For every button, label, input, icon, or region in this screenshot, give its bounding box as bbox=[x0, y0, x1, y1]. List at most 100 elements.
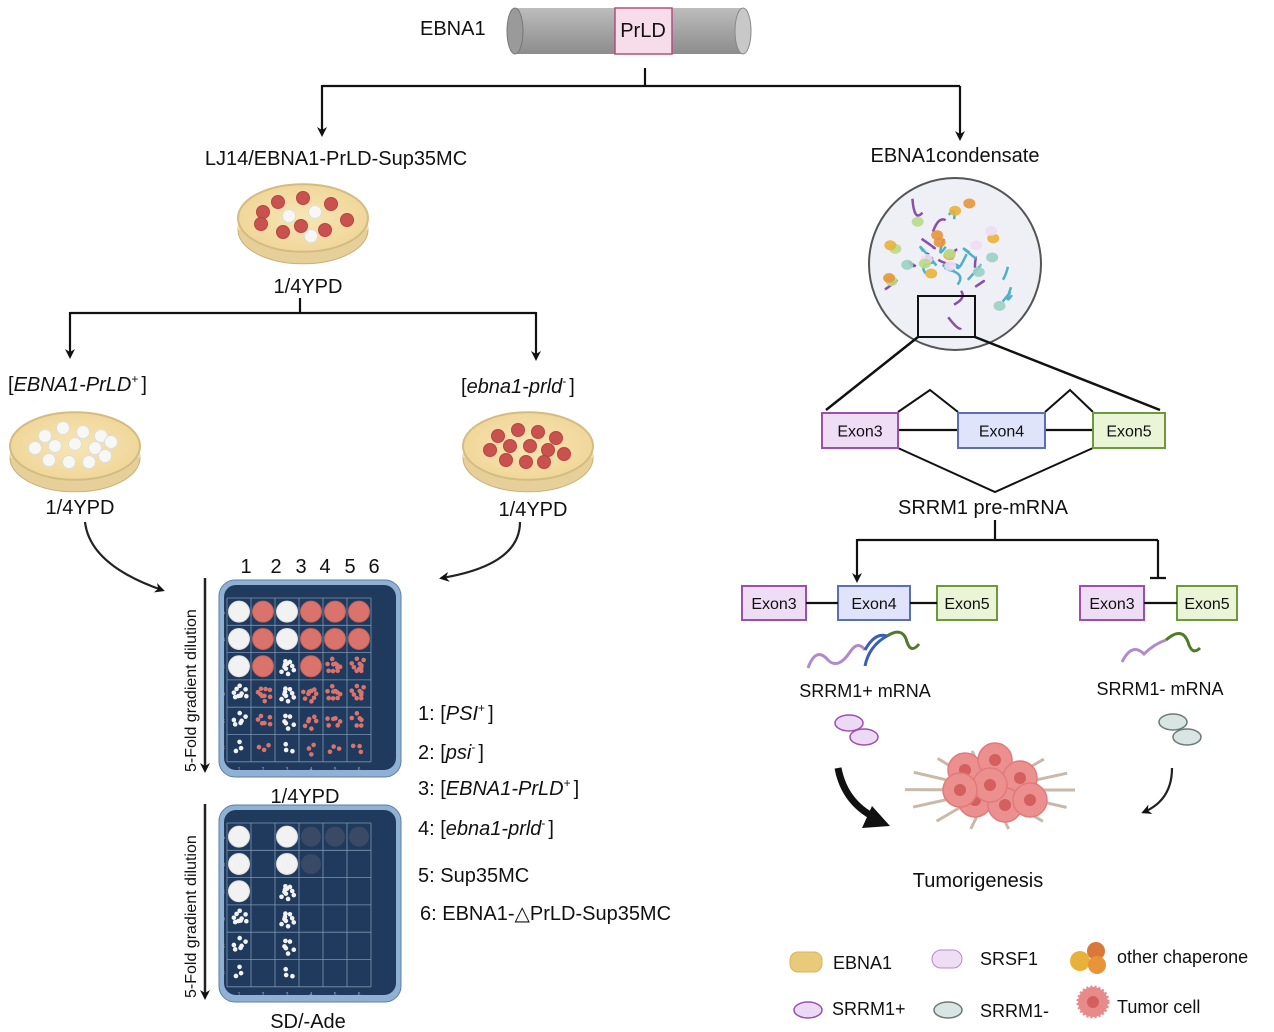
protein-blob bbox=[970, 240, 983, 251]
spot bbox=[228, 627, 250, 650]
colony bbox=[243, 687, 248, 692]
colony bbox=[309, 752, 314, 757]
pre-exon3-box bbox=[821, 412, 899, 449]
key-item-6: 6: EBNA1-△PrLD-Sup35MC bbox=[420, 903, 671, 925]
row-letter: A bbox=[222, 835, 226, 841]
colony bbox=[335, 695, 340, 701]
colony bbox=[282, 719, 287, 724]
protein-blob bbox=[883, 272, 896, 283]
protein-blob bbox=[943, 248, 956, 259]
colony bbox=[349, 661, 355, 666]
colony bbox=[289, 915, 295, 921]
plus-exon3-box-label: Exon3 bbox=[751, 596, 796, 613]
colony bbox=[98, 449, 112, 463]
row-letter: F bbox=[222, 747, 225, 753]
colony bbox=[358, 723, 364, 728]
colony bbox=[325, 689, 330, 694]
rna-strand bbox=[962, 247, 977, 260]
spot bbox=[276, 627, 298, 650]
plate-column-number: 3 bbox=[286, 767, 289, 773]
tumor-nucleus bbox=[984, 779, 996, 791]
colony bbox=[283, 972, 289, 978]
colony bbox=[326, 668, 331, 674]
key-item-4: 4: [ebna1-prld-] bbox=[418, 816, 554, 840]
colony bbox=[304, 229, 318, 243]
colony bbox=[284, 886, 290, 891]
colony bbox=[289, 663, 295, 669]
srsf1-oval-icon bbox=[931, 949, 963, 969]
protein-blob bbox=[985, 225, 998, 236]
mrna-plus-exon4-icon bbox=[863, 633, 891, 667]
colony bbox=[276, 225, 290, 239]
spot bbox=[300, 600, 322, 623]
colony bbox=[82, 455, 96, 469]
plate-column-number: 6 bbox=[358, 767, 361, 773]
colony bbox=[283, 741, 289, 747]
colony bbox=[541, 443, 555, 457]
colony bbox=[349, 715, 355, 721]
colony bbox=[285, 698, 291, 704]
tumorigenesis-label: Tumorigenesis bbox=[913, 870, 1043, 892]
colony bbox=[285, 951, 291, 956]
plate-column-number: 4 bbox=[310, 767, 313, 773]
colony bbox=[333, 716, 338, 721]
colony bbox=[311, 695, 317, 701]
split-connector bbox=[322, 68, 960, 88]
colony bbox=[237, 964, 242, 970]
colony bbox=[350, 743, 356, 749]
tumor-cell-icon bbox=[1076, 985, 1110, 1019]
colony bbox=[309, 726, 314, 731]
spot bbox=[252, 627, 274, 650]
colony bbox=[289, 690, 295, 696]
plate-column-number: 2 bbox=[262, 992, 265, 998]
protein-blob bbox=[901, 259, 914, 270]
spot bbox=[228, 880, 250, 903]
colony bbox=[243, 714, 248, 719]
colony bbox=[309, 688, 314, 694]
colony bbox=[306, 716, 312, 722]
colony bbox=[311, 742, 316, 748]
legend: EBNA1 SRSF1 other chaperone SRRM1+ SRRM1… bbox=[789, 942, 1248, 1021]
colony bbox=[279, 696, 284, 702]
colony bbox=[289, 888, 295, 894]
colony bbox=[258, 692, 263, 697]
strain-label: LJ14/EBNA1-PrLD-Sup35MC bbox=[205, 148, 467, 170]
plus-exon5-box-label: Exon5 bbox=[944, 596, 989, 613]
colony bbox=[325, 716, 330, 721]
colony bbox=[267, 714, 273, 720]
ebna1-label: EBNA1 bbox=[420, 18, 486, 40]
protein-blob bbox=[918, 258, 931, 269]
colony bbox=[283, 938, 288, 944]
legend-srsf1: SRSF1 bbox=[980, 949, 1038, 969]
colony bbox=[331, 744, 336, 749]
colony bbox=[238, 970, 244, 976]
colony bbox=[282, 944, 287, 949]
pre-exon4-box bbox=[957, 412, 1046, 449]
pre-exon5-box-label: Exon5 bbox=[1106, 424, 1151, 441]
rna-strand bbox=[953, 290, 964, 306]
colony bbox=[329, 683, 335, 689]
colony bbox=[236, 918, 241, 924]
faint-spot bbox=[301, 826, 321, 847]
pre-mrna-splicing bbox=[897, 388, 1094, 494]
colony bbox=[296, 191, 310, 205]
row-letter: E bbox=[222, 719, 226, 725]
chaperone-icon bbox=[1070, 942, 1106, 974]
colony bbox=[231, 915, 237, 920]
colony bbox=[238, 720, 243, 726]
colony bbox=[231, 717, 237, 723]
colony bbox=[287, 939, 293, 944]
colony bbox=[283, 713, 288, 719]
srrm1-minus-protein-icon bbox=[1158, 713, 1202, 746]
colony bbox=[233, 748, 239, 754]
colony bbox=[354, 683, 360, 689]
medium-label-top: 1/4YPD bbox=[274, 276, 343, 298]
ebna1-cylinder-icon bbox=[506, 7, 752, 55]
colony bbox=[285, 896, 291, 902]
zoom-lines bbox=[825, 335, 1161, 412]
protein-blob bbox=[911, 216, 924, 227]
colony bbox=[254, 217, 268, 231]
rna-strand bbox=[1001, 266, 1010, 281]
